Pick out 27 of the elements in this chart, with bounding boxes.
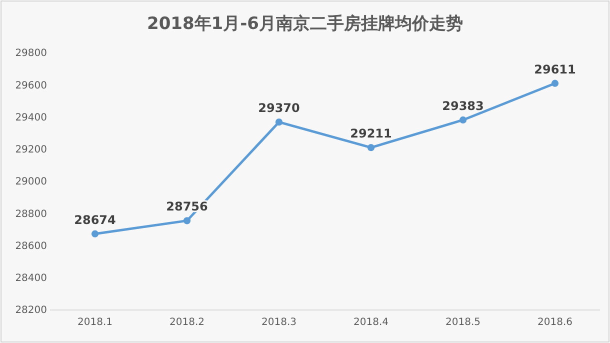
y-tick-label: 29400 (15, 112, 47, 124)
data-label: 29611 (534, 62, 576, 76)
y-tick-label: 29800 (15, 48, 47, 60)
y-tick-label: 28800 (15, 208, 47, 220)
y-tick-label: 29000 (15, 176, 47, 188)
x-tick-label: 2018.2 (170, 317, 204, 328)
y-tick-label: 28200 (15, 305, 47, 316)
x-tick-label: 2018.4 (354, 317, 388, 328)
x-tick-label: 2018.1 (78, 317, 112, 328)
data-label: 29211 (350, 126, 392, 141)
data-label: 29370 (258, 101, 300, 116)
data-label: 28674 (74, 212, 116, 227)
y-tick-label: 28400 (15, 273, 47, 284)
x-tick-label: 2018.5 (446, 317, 480, 328)
chart-title: 2018年1月-6月南京二手房挂牌均价走势 (146, 14, 464, 34)
point (551, 80, 559, 87)
y-tick-label: 29600 (15, 80, 47, 92)
point (183, 217, 191, 224)
data-label: 29383 (442, 98, 484, 113)
point (275, 118, 283, 126)
point (367, 144, 375, 152)
x-tick-label: 2018.3 (262, 317, 296, 328)
x-tick-label: 2018.6 (538, 317, 572, 328)
y-tick-label: 28600 (15, 240, 47, 252)
point (459, 116, 467, 124)
y-tick-label: 29200 (15, 144, 47, 156)
point (91, 230, 99, 238)
